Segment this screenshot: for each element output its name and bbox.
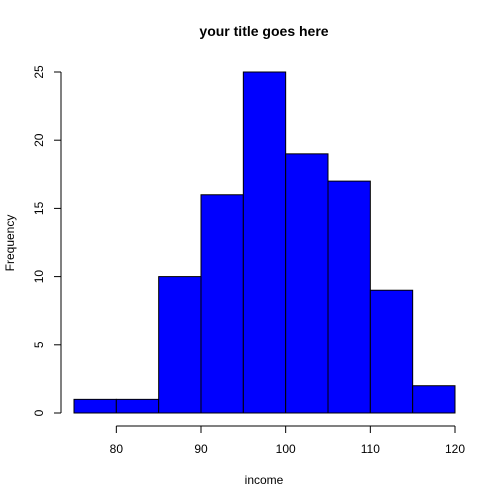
- histogram-bar-75-80: [73, 398, 117, 414]
- histogram-bar-115-120: [412, 385, 456, 414]
- histogram-bar-100-105: [285, 153, 329, 414]
- x-tick-label-110: 110: [361, 442, 380, 456]
- y-tick-label-15: 15: [32, 201, 46, 215]
- y-axis: 0 5 10 15 20 25: [32, 65, 62, 416]
- chart-title: your title goes here: [199, 23, 328, 39]
- x-tick-label-120: 120: [445, 442, 465, 456]
- x-axis: 80 90 100 110 120: [110, 425, 465, 456]
- y-tick-label-20: 20: [32, 133, 46, 147]
- x-axis-label: income: [245, 473, 284, 487]
- x-tick-label-100: 100: [276, 442, 296, 456]
- x-tick-label-90: 90: [194, 442, 208, 456]
- bars-group: [73, 71, 456, 414]
- y-tick-label-0: 0: [32, 409, 46, 416]
- histogram-bar-85-90: [158, 276, 202, 414]
- histogram-bar-90-95: [200, 194, 244, 414]
- histogram-bar-80-85: [115, 398, 160, 414]
- histogram-bar-105-110: [327, 180, 371, 414]
- y-tick-label-5: 5: [32, 341, 46, 348]
- y-tick-label-25: 25: [32, 65, 46, 79]
- x-tick-label-80: 80: [110, 442, 124, 456]
- y-axis-label: Frequency: [3, 215, 17, 272]
- histogram-bar-110-115: [369, 289, 414, 414]
- y-tick-label-10: 10: [32, 270, 46, 284]
- histogram-bar-95-100: [242, 71, 287, 414]
